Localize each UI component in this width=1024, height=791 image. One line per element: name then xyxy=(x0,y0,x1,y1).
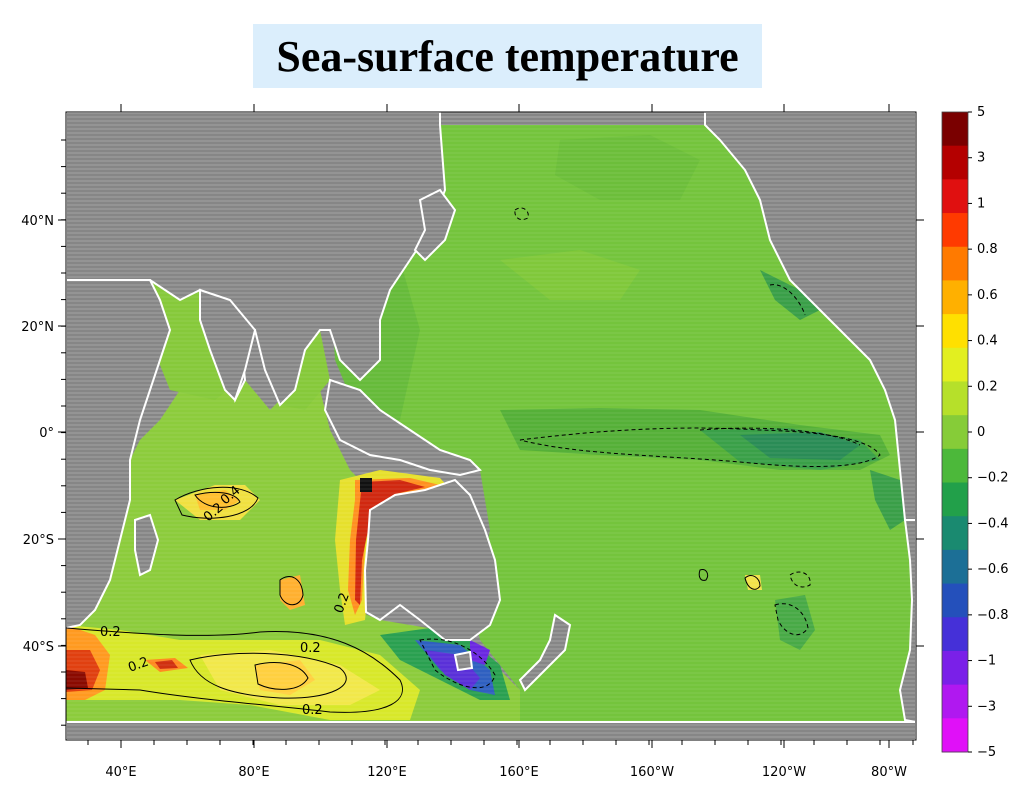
colorbar-label: −0.4 xyxy=(977,516,1009,531)
contour-label: 0.2 xyxy=(126,655,151,676)
lat-tick-label: 40°N xyxy=(21,214,54,229)
latitude-axis: 40°N 20°N 0° 20°S 40°S xyxy=(21,139,924,726)
colorbar-swatch xyxy=(942,482,968,517)
contour-label: 0.2 xyxy=(100,625,121,640)
colorbar-swatch xyxy=(942,448,968,484)
title-banner: Sea-surface temperature xyxy=(253,24,762,88)
colorbar-swatch xyxy=(942,280,968,315)
colorbar-swatch xyxy=(942,718,968,753)
colorbar-label: −0.2 xyxy=(977,471,1009,486)
land-india xyxy=(199,288,257,402)
map-title: Sea-surface temperature xyxy=(276,31,739,81)
colorbar-label: −0.8 xyxy=(977,608,1009,623)
land-australia xyxy=(363,478,502,641)
land-masses xyxy=(65,111,917,741)
lon-tick-label: 160°E xyxy=(499,765,539,780)
lon-tick-label: 40°E xyxy=(105,765,136,780)
colorbar-swatch xyxy=(942,314,968,349)
colorbar-swatch xyxy=(942,684,968,719)
colorbar-label: −1 xyxy=(977,654,996,669)
colorbar-label: 0.8 xyxy=(977,242,998,257)
colorbar-swatch xyxy=(942,650,968,686)
contour-label: 0.2 xyxy=(302,703,323,718)
colorbar-swatch xyxy=(942,246,968,281)
lat-tick-label: 0° xyxy=(39,426,54,441)
lat-tick-label: 20°S xyxy=(23,533,54,548)
longitude-axis: 40°E 80°E 120°E 160°E 160°W 120°W 80°W xyxy=(87,104,914,780)
land-tasmania xyxy=(453,650,474,672)
colorbar-label: −3 xyxy=(977,699,996,714)
plot-frame xyxy=(65,111,917,741)
land-africa xyxy=(65,279,172,630)
colorbar-swatch xyxy=(942,583,968,618)
contour-label: 0.2 xyxy=(332,591,353,616)
colorbar-swatch xyxy=(942,381,968,416)
colorbar-label: 1 xyxy=(977,196,985,211)
land-new-zealand xyxy=(518,613,572,692)
colorbar-swatch xyxy=(942,617,968,652)
land-japan xyxy=(413,188,457,262)
colorbar-label: 0 xyxy=(977,425,985,440)
colorbar-swatch xyxy=(942,179,968,214)
colorbar-label: 5 xyxy=(977,105,985,120)
colorbar-swatch xyxy=(942,145,968,180)
colorbar-swatch xyxy=(942,347,968,382)
colorbar-swatch xyxy=(942,516,968,551)
lon-tick-label: 160°W xyxy=(630,765,674,780)
land-antarctica xyxy=(65,721,917,741)
colorbar: 5 3 1 0.8 0.6 0.4 0.2 0 −0.2 −0.4 −0.6 −0.8 −1 −3 −5 xyxy=(941,105,1009,760)
colorbar-swatch xyxy=(942,112,968,147)
lat-tick-label: 20°N xyxy=(21,320,54,335)
colorbar-label: −0.6 xyxy=(977,562,1009,577)
lon-tick-label: 80°W xyxy=(871,765,907,780)
lon-tick-label: 120°E xyxy=(367,765,407,780)
land-madagascar xyxy=(134,513,160,577)
lon-tick-label: 80°E xyxy=(238,765,269,780)
contour-lines-dashed xyxy=(419,207,881,689)
land-indonesia xyxy=(323,378,482,477)
colorbar-label: 0.6 xyxy=(977,288,998,303)
colorbar-label: −5 xyxy=(977,745,996,760)
colorbar-swatch xyxy=(942,415,968,450)
colorbar-swatch xyxy=(942,213,968,248)
colorbar-label: 0.2 xyxy=(977,379,998,394)
contour-label: 0.2 xyxy=(300,641,321,656)
contour-lines xyxy=(65,486,761,713)
colorbar-label: 0.4 xyxy=(977,334,998,349)
lat-tick-label: 40°S xyxy=(23,640,54,655)
colorbar-swatch xyxy=(942,549,968,585)
colorbar-label: 3 xyxy=(977,151,985,166)
lon-tick-label: 120°W xyxy=(762,765,806,780)
